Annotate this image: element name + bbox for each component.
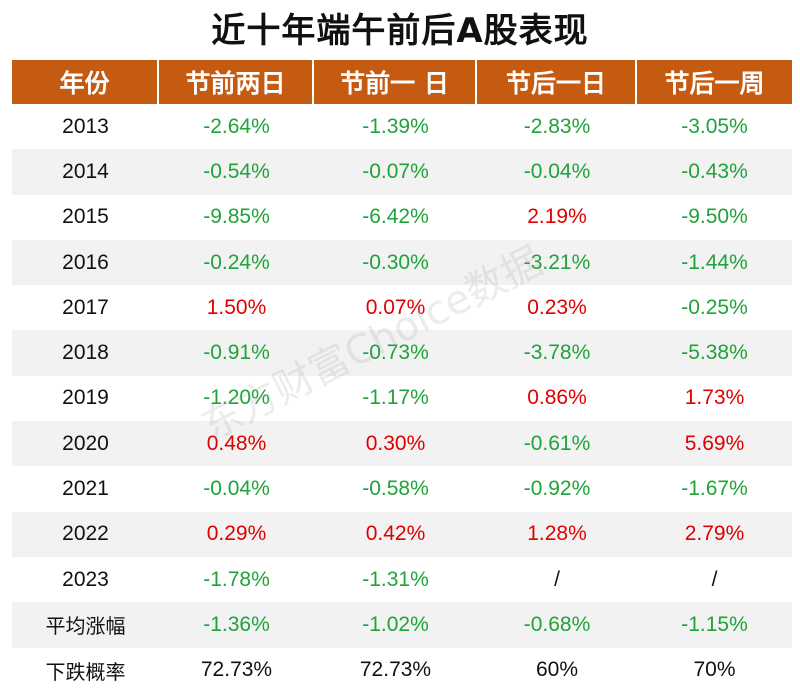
- row-label: 2020: [12, 421, 159, 467]
- value-cell: -2.64%: [203, 114, 270, 138]
- row-label: 2015: [62, 205, 109, 229]
- row-label: 2016: [12, 239, 159, 286]
- value-cell: -0.68%: [477, 602, 637, 648]
- value-cell: -0.58%: [362, 477, 429, 501]
- value-cell: -2.83%: [523, 114, 591, 138]
- value-cell: -1.15%: [637, 602, 792, 648]
- value-cell: 1.50%: [206, 295, 267, 319]
- value-cell: -1.31%: [362, 567, 429, 591]
- table-body: 2013 -2.64% -1.39% -2.83% -3.05% 2014 -0.54% -0…: [12, 104, 792, 693]
- value-cell: -0.54%: [159, 149, 314, 195]
- table-row: 2015 -9.85% -6.42% 2.19% -9.50%: [12, 195, 792, 240]
- value-cell: 1.73%: [684, 386, 745, 410]
- value-cell: -0.04%: [203, 477, 270, 501]
- value-cell: -0.91%: [159, 330, 314, 376]
- column-header: 节前两日: [159, 60, 314, 104]
- value-cell: -0.30%: [314, 239, 477, 286]
- column-header: 年份: [12, 60, 159, 104]
- table-row: 2017 1.50% 0.07% 0.23% -0.25%: [12, 285, 792, 330]
- value-cell: -0.92%: [523, 477, 591, 501]
- value-cell: -5.38%: [637, 330, 792, 376]
- value-cell: -1.17%: [362, 386, 429, 410]
- row-label: 2023: [62, 567, 109, 591]
- table-row: 2016 -0.24% -0.30% -3.21% -1.44%: [12, 239, 792, 286]
- value-cell: -1.67%: [681, 477, 748, 501]
- column-header: 节后一日: [477, 60, 637, 104]
- row-label: 2019: [62, 386, 109, 410]
- table-row: 2013 -2.64% -1.39% -2.83% -3.05%: [12, 104, 792, 149]
- value-cell: -9.85%: [203, 205, 270, 229]
- value-cell: 0.23%: [527, 295, 587, 319]
- value-cell: -1.44%: [637, 239, 792, 286]
- value-cell: -0.61%: [477, 421, 637, 467]
- value-cell: -3.05%: [681, 114, 748, 138]
- table-row: 2019 -1.20% -1.17% 0.86% 1.73%: [12, 376, 792, 421]
- value-cell: -6.42%: [362, 205, 429, 229]
- column-header: 节后一周: [637, 60, 792, 104]
- value-cell: -3.78%: [477, 330, 637, 376]
- performance-table: 年份 节前两日 节前一 日节后一日 节后一周 2013 -2.64% -1.39% -2.8…: [12, 60, 792, 693]
- value-cell: 0.29%: [159, 511, 314, 557]
- value-cell: 0.30%: [314, 421, 477, 467]
- value-cell: -3.21%: [477, 239, 637, 286]
- value-cell: -1.39%: [362, 114, 429, 138]
- value-cell: -1.02%: [314, 602, 477, 648]
- page-title: 近十年端午前后A股表现: [211, 11, 589, 51]
- table-row: 2023 -1.78% -1.31% / /: [12, 557, 792, 602]
- value-cell: -0.07%: [314, 149, 477, 195]
- header-row: 年份 节前两日 节前一 日节后一日 节后一周: [12, 60, 792, 104]
- table-row: 平均涨幅 -1.36% -1.02% -0.68% -1.15%: [12, 602, 792, 648]
- value-cell: -1.36%: [159, 602, 314, 648]
- table-row: 下跌概率 72.73% 72.73% 60% 70%: [12, 648, 792, 693]
- row-label: 2022: [12, 511, 159, 557]
- value-cell: /: [554, 567, 560, 591]
- value-cell: 0.86%: [527, 386, 587, 410]
- value-cell: -0.04%: [477, 149, 637, 195]
- value-cell: 0.07%: [365, 295, 426, 319]
- value-cell: -0.25%: [681, 295, 748, 319]
- value-cell: -0.24%: [159, 239, 314, 286]
- value-cell: 60%: [535, 658, 579, 682]
- table-row: 2021 -0.04% -0.58% -0.92% -1.67%: [12, 466, 792, 511]
- value-cell: 2.19%: [527, 205, 587, 229]
- row-label: 2018: [12, 330, 159, 376]
- value-cell: 72.73%: [359, 658, 432, 682]
- row-label: 下跌概率: [45, 659, 126, 684]
- value-cell: 5.69%: [637, 421, 792, 467]
- row-label: 2013: [62, 114, 109, 138]
- row-label: 2021: [62, 477, 109, 501]
- row-label: 平均涨幅: [12, 602, 159, 648]
- value-cell: -1.20%: [203, 386, 270, 410]
- column-header: 节前一 日: [314, 60, 477, 104]
- value-cell: /: [711, 567, 718, 591]
- table-row: 2022 0.29% 0.42% 1.28% 2.79%: [12, 511, 792, 557]
- value-cell: -9.50%: [681, 205, 748, 229]
- value-cell: 0.42%: [314, 511, 477, 557]
- value-cell: -0.73%: [314, 330, 477, 376]
- value-cell: 1.28%: [477, 511, 637, 557]
- value-cell: 72.73%: [200, 658, 273, 682]
- table-row: 2020 0.48% 0.30% -0.61% 5.69%: [12, 421, 792, 467]
- value-cell: 0.48%: [159, 421, 314, 467]
- value-cell: 2.79%: [637, 511, 792, 557]
- table-row: 2014 -0.54% -0.07% -0.04% -0.43%: [12, 149, 792, 195]
- row-label: 2014: [12, 149, 159, 195]
- value-cell: -0.43%: [637, 149, 792, 195]
- value-cell: 70%: [693, 658, 736, 682]
- value-cell: -1.78%: [203, 567, 270, 591]
- table-row: 2018 -0.91% -0.73% -3.78% -5.38%: [12, 330, 792, 376]
- row-label: 2017: [62, 295, 109, 319]
